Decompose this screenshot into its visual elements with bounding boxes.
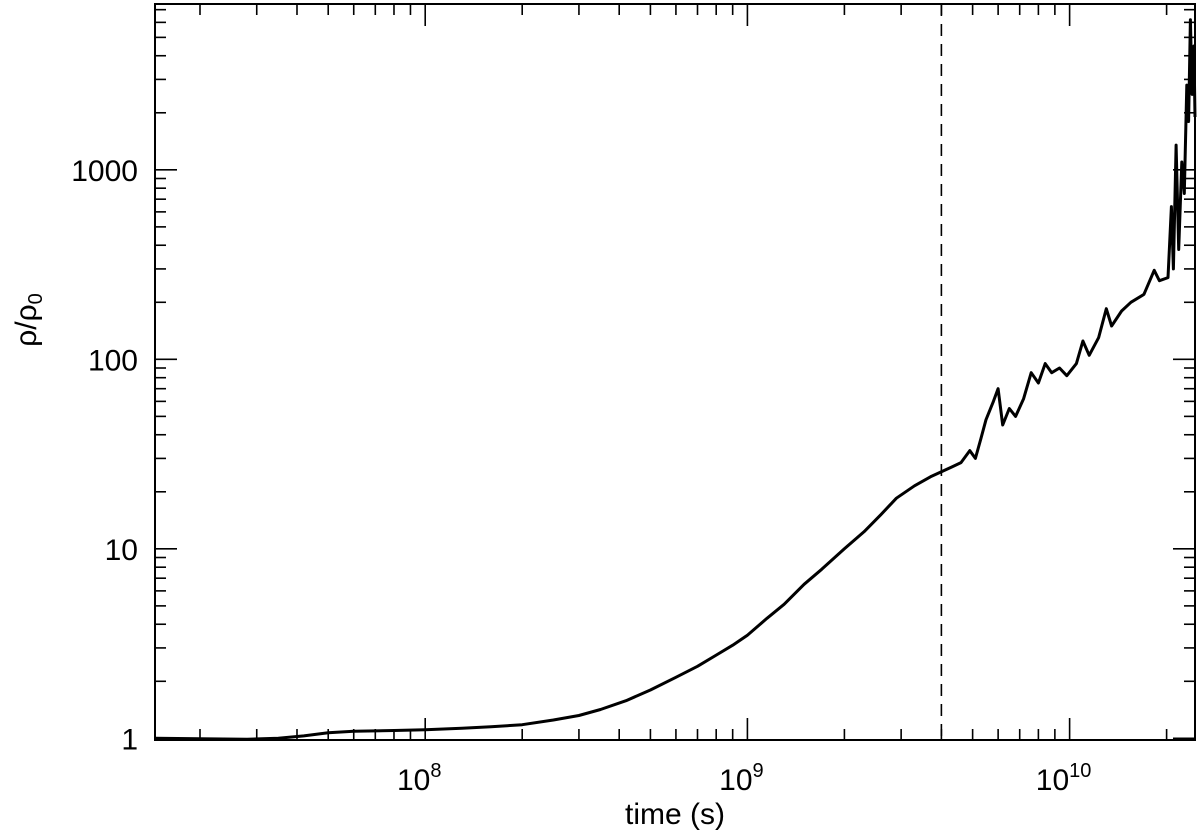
y-tick-label: 1 (121, 723, 138, 756)
y-tick-labels: 1 10 100 1000 (71, 155, 138, 757)
y-axis-title-main: ρ/ρ (10, 304, 43, 346)
y-tick-label: 1000 (71, 155, 138, 188)
x-tick-label: 109 (719, 760, 764, 797)
y-tick-label: 100 (88, 344, 138, 377)
x-tick-label-exponent: 10 (1069, 760, 1091, 782)
x-tick-label-exponent: 8 (430, 760, 441, 782)
x-tick-label-base: 10 (1036, 764, 1069, 797)
x-tick-label-base: 10 (719, 764, 752, 797)
minor-ticks (155, 4, 1195, 740)
x-axis-title: time (s) (625, 798, 725, 831)
plot-frame (154, 3, 1196, 741)
major-ticks (155, 4, 1195, 740)
y-tick-label: 10 (105, 534, 138, 567)
y-axis-title-subscript: 0 (25, 293, 47, 304)
x-tick-label-base: 10 (397, 764, 430, 797)
series-line (154, 18, 1197, 741)
x-tick-label: 108 (397, 760, 442, 797)
x-tick-labels: 108 109 1010 (397, 760, 1091, 797)
x-tick-label: 1010 (1036, 760, 1092, 797)
x-tick-label-exponent: 9 (753, 760, 764, 782)
y-axis-title: ρ/ρ0 (10, 293, 47, 347)
